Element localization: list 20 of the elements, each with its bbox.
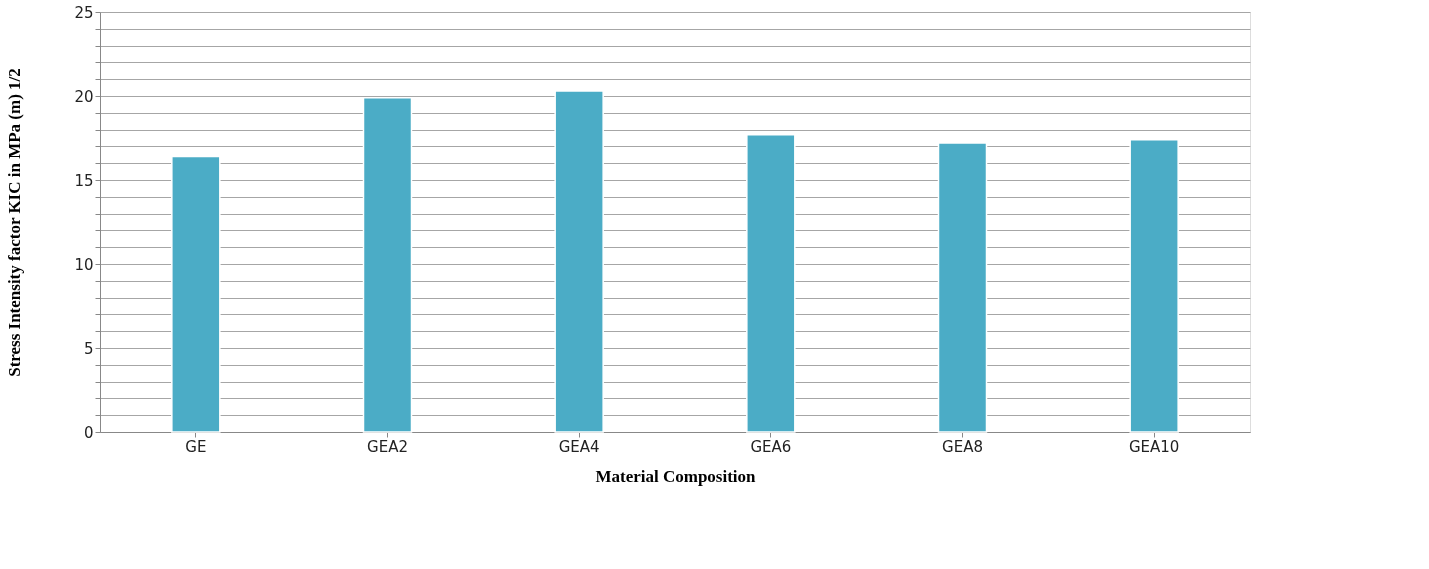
y-tick-label: 25 <box>74 3 94 22</box>
y-tick-label: 5 <box>83 339 94 358</box>
bar <box>937 142 988 433</box>
y-axis-title: Stress Intensity factor KIC in MPa (m) 1/2 <box>5 68 25 377</box>
bar <box>362 96 413 433</box>
y-tick-label: 10 <box>74 255 94 274</box>
x-tick-label: GEA10 <box>1128 437 1180 456</box>
bar <box>746 133 796 433</box>
x-axis-title: Material Composition <box>595 466 757 486</box>
y-tick-label: 15 <box>74 171 94 190</box>
x-tick-label: GEA4 <box>558 437 600 456</box>
x-tick-label: GEA8 <box>942 437 983 456</box>
x-tick-label: GE <box>185 437 207 456</box>
bar <box>554 90 604 433</box>
y-tick-label: 20 <box>74 87 94 106</box>
bar <box>1129 138 1179 433</box>
bar <box>171 155 221 433</box>
x-tick-label: GEA6 <box>750 437 792 456</box>
x-tick-label: GEA2 <box>367 437 408 456</box>
y-tick-label: 0 <box>83 423 94 442</box>
